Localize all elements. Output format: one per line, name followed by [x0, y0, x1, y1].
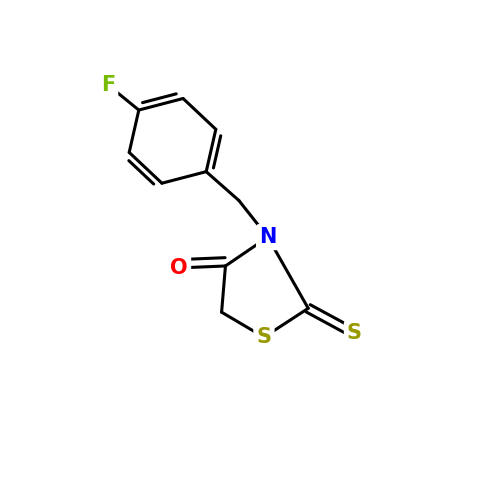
Text: F: F	[101, 75, 115, 95]
Text: N: N	[259, 227, 276, 247]
Text: O: O	[170, 258, 188, 278]
Text: S: S	[256, 327, 272, 347]
Text: S: S	[347, 324, 362, 344]
